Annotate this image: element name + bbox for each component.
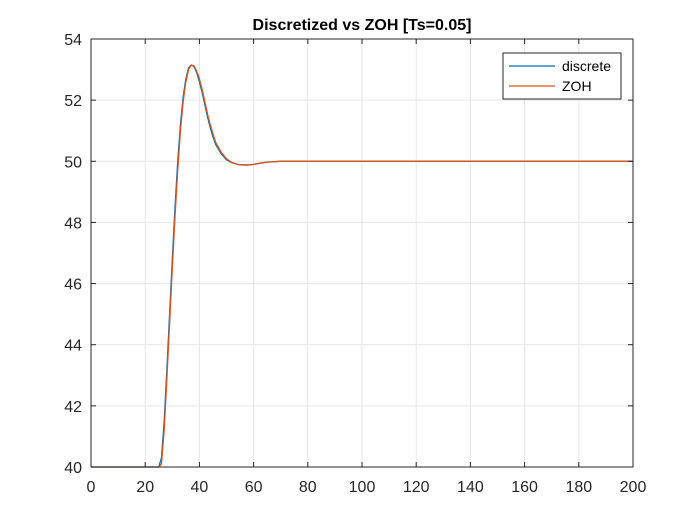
x-tick-label: 180 [565, 479, 592, 496]
y-tick-label: 44 [64, 338, 82, 355]
legend-box [502, 52, 622, 100]
y-tick-label: 42 [64, 399, 82, 416]
x-tick-label: 120 [403, 479, 430, 496]
x-tick-label: 20 [136, 479, 154, 496]
tick-marks [90, 38, 634, 468]
legend-label: ZOH [562, 78, 592, 94]
y-tick-label: 46 [64, 277, 82, 294]
y-tick-label: 52 [64, 93, 82, 110]
x-tick-label: 140 [457, 479, 484, 496]
legend: discrete ZOH [502, 52, 622, 100]
x-tick-label: 200 [620, 479, 647, 496]
series-line-zoh [91, 64, 633, 468]
x-tick-label: 160 [511, 479, 538, 496]
x-tick-label: 100 [349, 479, 376, 496]
x-tick-labels: 0 20 40 60 80 100 120 140 160 180 200 [87, 479, 647, 496]
x-tick-label: 40 [191, 479, 209, 496]
x-tick-label: 0 [87, 479, 96, 496]
x-tick-label: 80 [299, 479, 317, 496]
chart-title: Discretized vs ZOH [Ts=0.05] [253, 17, 472, 34]
y-tick-label: 40 [64, 460, 82, 477]
y-tick-label: 54 [64, 32, 82, 49]
y-tick-label: 50 [64, 154, 82, 171]
y-tick-labels: 40 42 44 46 48 50 52 54 [64, 32, 82, 477]
y-tick-label: 48 [64, 215, 82, 232]
series-group [91, 64, 633, 468]
x-tick-label: 60 [245, 479, 263, 496]
legend-label: discrete [562, 58, 611, 74]
